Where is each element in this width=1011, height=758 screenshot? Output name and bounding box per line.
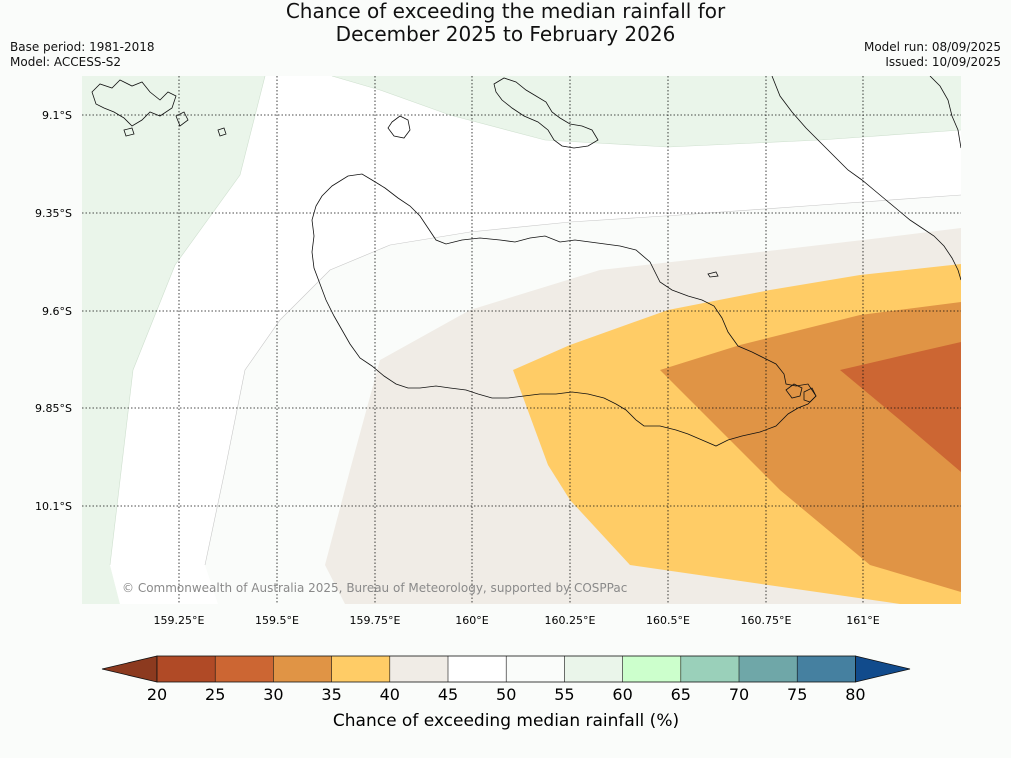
colorbar-label: 45	[438, 685, 458, 704]
meta-left: Base period: 1981-2018 Model: ACCESS-S2	[10, 40, 155, 70]
contour-line-50	[204, 194, 961, 566]
colorbar-title: Chance of exceeding median rainfall (%)	[333, 711, 679, 731]
copyright-notice: © Commonwealth of Australia 2025, Bureau…	[122, 581, 628, 595]
contour-line-55-north	[331, 76, 961, 148]
colorbar-label: 35	[321, 685, 341, 704]
lon-tick-label: 160°E	[455, 614, 488, 627]
colorbar-label: 65	[671, 685, 691, 704]
colorbar-label: 20	[147, 685, 167, 704]
colorbar-swatch-45-50	[448, 656, 507, 682]
north-islands	[493, 77, 599, 149]
colorbar-label: 40	[380, 685, 400, 704]
colorbar-label: 60	[612, 685, 632, 704]
lon-tick-labels: 159.25°E 159.5°E 159.75°E 160°E 160.25°E…	[154, 614, 880, 627]
colorbar-swatch-50-55	[506, 656, 565, 682]
lon-tick-label: 160.25°E	[545, 614, 596, 627]
lat-tick-label: 10.1°S	[35, 500, 72, 513]
zone-55-60-west	[82, 76, 265, 604]
base-period: Base period: 1981-2018	[10, 40, 155, 54]
ne-coastline	[929, 76, 961, 149]
issued-date: Issued: 10/09/2025	[885, 55, 1001, 69]
colorbar-label: 30	[263, 685, 283, 704]
colorbar-swatch-40-45	[389, 656, 448, 682]
lon-tick-label: 159.25°E	[154, 614, 205, 627]
zone-25-30	[840, 342, 961, 472]
colorbar-swatch-25-30	[215, 656, 274, 682]
lat-tick-label: 9.1°S	[42, 109, 72, 122]
lon-tick-label: 159.75°E	[350, 614, 401, 627]
title-line-2: December 2025 to February 2026	[335, 22, 676, 46]
lon-tick-label: 160.5°E	[646, 614, 690, 627]
colorbar-swatch-30-35	[273, 656, 332, 682]
colorbar-swatch-70-75	[739, 656, 798, 682]
colorbar-swatch-65-70	[680, 656, 739, 682]
lat-tick-labels: 9.1°S 9.35°S 9.6°S 9.85°S 10.1°S	[35, 109, 72, 513]
lat-tick-label: 9.85°S	[35, 402, 72, 415]
colorbar-arrow-low	[101, 655, 158, 683]
lon-tick-label: 161°E	[846, 614, 879, 627]
guadalcanal-coastline	[311, 173, 817, 447]
colorbar: 20 25 30 35 40 45 50 55 60 65 70 75 80 C…	[101, 655, 911, 731]
colorbar-label: 75	[787, 685, 807, 704]
colorbar-swatch-55-60	[564, 656, 623, 682]
colorbar-swatch-20-25	[157, 656, 216, 682]
lon-tick-label: 160.75°E	[741, 614, 792, 627]
title-line-1: Chance of exceeding the median rainfall …	[285, 0, 726, 23]
model-name: Model: ACCESS-S2	[10, 55, 122, 69]
meta-right: Model run: 08/09/2025 Issued: 10/09/2025	[864, 40, 1001, 70]
colorbar-labels: 20 25 30 35 40 45 50 55 60 65 70 75 80	[147, 685, 866, 704]
colorbar-arrow-high	[855, 655, 911, 683]
colorbar-swatch-75-80	[797, 656, 856, 682]
colorbar-label: 25	[205, 685, 225, 704]
colorbar-label: 70	[729, 685, 749, 704]
zone-45-50	[110, 76, 961, 604]
lat-tick-label: 9.6°S	[42, 305, 72, 318]
map-plot-area	[82, 76, 961, 604]
zone-55-60-north	[332, 76, 961, 147]
colorbar-swatch-60-65	[622, 656, 681, 682]
lat-tick-label: 9.35°S	[35, 207, 72, 220]
lon-tick-label: 159.5°E	[255, 614, 299, 627]
colorbar-swatch-35-40	[331, 656, 390, 682]
contour-line-55-west	[109, 76, 266, 566]
island-savo	[387, 115, 411, 139]
malaita-coastline	[771, 76, 961, 281]
colorbar-label: 50	[496, 685, 516, 704]
chart-title: Chance of exceeding the median rainfall …	[0, 0, 1011, 46]
colorbar-label: 80	[845, 685, 865, 704]
model-run: Model run: 08/09/2025	[863, 40, 1001, 54]
island-small	[707, 271, 719, 278]
islands-marau	[785, 383, 817, 403]
colorbar-dividers	[214, 656, 798, 682]
colorbar-label: 55	[554, 685, 574, 704]
graticule	[82, 76, 961, 604]
florida-islands	[91, 79, 177, 127]
